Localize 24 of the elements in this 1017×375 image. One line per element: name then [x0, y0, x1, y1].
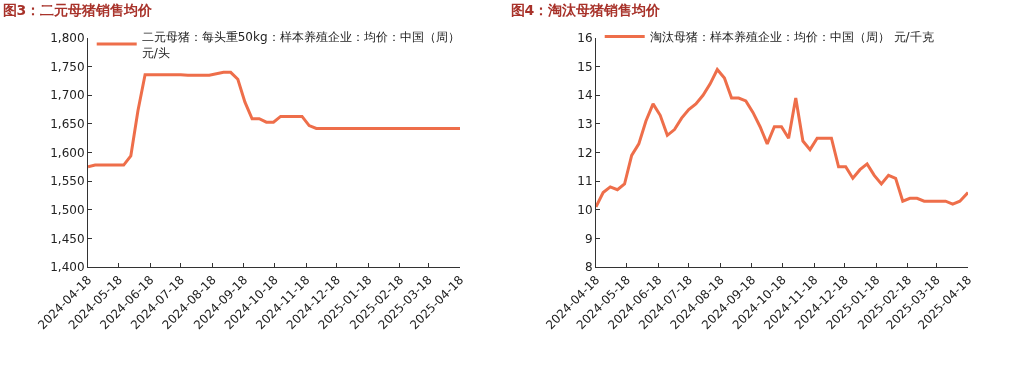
y-tick-label: 1,700 — [50, 88, 85, 103]
y-tick-label: 11 — [577, 174, 593, 189]
chart-title: 图3：二元母猪销售均价 — [2, 2, 154, 19]
y-tick-label: 10 — [577, 202, 593, 217]
y-tick-label: 8 — [584, 260, 593, 275]
y-tick-label: 1,450 — [50, 231, 85, 246]
y-tick-label: 1,800 — [50, 31, 85, 46]
legend-label: 二元母猪：每头重50kg：样本养殖企业：均价：中国（周）元/头 — [141, 29, 460, 60]
y-tick-label: 1,750 — [50, 59, 85, 74]
y-tick-label: 15 — [577, 59, 593, 74]
line-series — [596, 67, 968, 209]
y-tick-label: 13 — [577, 117, 593, 132]
y-tick-label: 1,550 — [50, 174, 85, 189]
y-tick-label: 1,500 — [50, 202, 85, 217]
y-tick-label: 1,600 — [50, 145, 85, 160]
y-tick-label: 9 — [584, 231, 593, 246]
line-series — [88, 70, 460, 169]
y-tick-label: 16 — [577, 31, 593, 46]
y-tick-label: 12 — [577, 145, 593, 160]
y-tick-label: 14 — [577, 88, 593, 103]
y-tick-label: 1,400 — [50, 260, 85, 275]
legend-label: 淘汰母猪：样本养殖企业：均价：中国（周） 元/千克 — [649, 30, 934, 45]
y-tick-label: 1,650 — [50, 117, 85, 132]
chart-title: 图4：淘汰母猪销售均价 — [510, 2, 662, 19]
